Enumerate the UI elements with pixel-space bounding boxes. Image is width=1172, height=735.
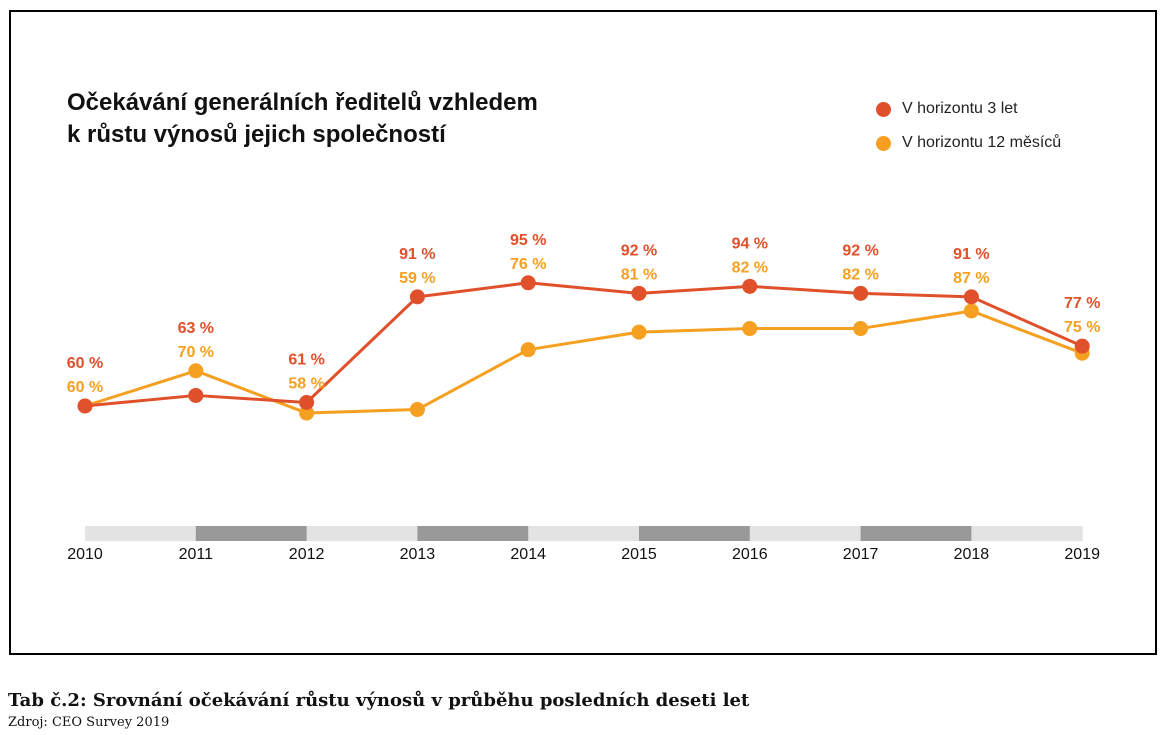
data-label-12-months-2016: 82 % bbox=[732, 259, 768, 276]
series-line-3-years bbox=[84, 281, 1083, 408]
table-caption: Tab č.2: Srovnání očekávání růstu výnosů… bbox=[8, 690, 750, 711]
x-tick-label-2015: 2015 bbox=[621, 546, 657, 563]
axis-band-2014 bbox=[528, 526, 640, 541]
data-label-3-years-2016: 94 % bbox=[732, 235, 768, 252]
axis-band-2017 bbox=[860, 526, 972, 541]
data-point-3-years-2012 bbox=[299, 394, 315, 410]
line-chart: 2010 2011 2012 2013 2014 2015 2016 2017 2018 2019… bbox=[67, 232, 1101, 563]
x-tick-label-2017: 2017 bbox=[843, 546, 879, 563]
data-label-3-years-2012: 61 % bbox=[288, 351, 324, 368]
data-point-3-years-2019 bbox=[1074, 338, 1090, 354]
legend-marker-12-months bbox=[876, 135, 891, 151]
x-tick-label-2018: 2018 bbox=[954, 546, 990, 563]
axis-band-2018 bbox=[971, 526, 1083, 541]
data-label-12-months-2012: 58 % bbox=[288, 375, 324, 392]
data-label-12-months-2011: 70 % bbox=[178, 344, 214, 361]
legend-item-3-years: V horizontu 3 let bbox=[876, 100, 1061, 118]
axis-band-2012 bbox=[306, 526, 418, 541]
legend-label-3-years: V horizontu 3 let bbox=[902, 100, 1018, 117]
axis-band-2010 bbox=[85, 526, 197, 541]
source-note: Zdroj: CEO Survey 2019 bbox=[8, 715, 170, 730]
data-point-12-months-2015 bbox=[631, 324, 647, 340]
data-label-12-months-2019: 75 % bbox=[1064, 319, 1100, 336]
chart-legend: V horizontu 3 let V horizontu 12 měsíců bbox=[876, 100, 1061, 168]
data-point-3-years-2015 bbox=[631, 285, 647, 301]
x-tick-label-2010: 2010 bbox=[67, 546, 103, 563]
x-tick-label-2013: 2013 bbox=[400, 546, 436, 563]
chart-title-line-2: k růstu výnosů jejich společností bbox=[67, 121, 446, 148]
data-label-3-years-2017: 92 % bbox=[842, 242, 878, 259]
data-point-3-years-2013 bbox=[409, 289, 425, 305]
data-point-3-years-2017 bbox=[853, 285, 869, 301]
axis-band-2015 bbox=[639, 526, 751, 541]
data-label-3-years-2014: 95 % bbox=[510, 232, 546, 249]
chart-title-line-1: Očekávání generálních ředitelů vzhledem bbox=[67, 89, 538, 116]
series-line-12-months bbox=[84, 309, 1083, 415]
x-tick-label-2016: 2016 bbox=[732, 546, 768, 563]
x-tick-label-2014: 2014 bbox=[510, 546, 546, 563]
data-label-3-years-2010: 60 % bbox=[67, 355, 103, 372]
data-point-12-months-2014 bbox=[520, 342, 536, 358]
axis-band-2013 bbox=[417, 526, 529, 541]
legend-label-12-months: V horizontu 12 měsíců bbox=[902, 134, 1062, 151]
data-label-3-years-2013: 91 % bbox=[399, 246, 435, 263]
data-point-3-years-2014 bbox=[520, 275, 536, 291]
data-label-12-months-2010: 60 % bbox=[67, 379, 103, 396]
data-point-12-months-2012 bbox=[299, 405, 315, 421]
data-point-12-months-2016 bbox=[742, 321, 758, 337]
data-point-12-months-2013 bbox=[409, 402, 425, 418]
data-label-12-months-2013: 59 % bbox=[399, 270, 435, 287]
x-tick-label-2019: 2019 bbox=[1064, 546, 1100, 563]
legend-marker-3-years bbox=[876, 101, 891, 117]
data-point-12-months-2018 bbox=[963, 303, 979, 319]
data-label-3-years-2019: 77 % bbox=[1064, 295, 1100, 312]
data-label-12-months-2015: 81 % bbox=[621, 266, 657, 283]
data-point-12-months-2017 bbox=[853, 321, 869, 337]
data-point-3-years-2016 bbox=[742, 278, 758, 294]
chart-frame bbox=[9, 10, 1157, 655]
data-point-3-years-2018 bbox=[963, 289, 979, 305]
data-label-12-months-2017: 82 % bbox=[842, 266, 878, 283]
axis-band-2011 bbox=[195, 526, 308, 541]
data-label-3-years-2018: 91 % bbox=[953, 246, 989, 263]
data-point-3-years-2011 bbox=[188, 387, 204, 403]
data-label-3-years-2015: 92 % bbox=[621, 242, 657, 259]
data-point-12-months-2011 bbox=[188, 363, 204, 379]
data-label-3-years-2011: 63 % bbox=[178, 320, 214, 337]
legend-item-12-months: V horizontu 12 měsíců bbox=[876, 134, 1061, 152]
chart-title: Očekávání generálních ředitelů vzhledem … bbox=[67, 87, 538, 151]
data-label-12-months-2018: 87 % bbox=[953, 270, 989, 287]
x-tick-label-2012: 2012 bbox=[289, 546, 325, 563]
data-point-3-years-2010 bbox=[77, 398, 93, 414]
axis-band-2016 bbox=[749, 526, 862, 541]
data-label-12-months-2014: 76 % bbox=[510, 256, 546, 273]
x-tick-label-2011: 2011 bbox=[179, 546, 214, 563]
